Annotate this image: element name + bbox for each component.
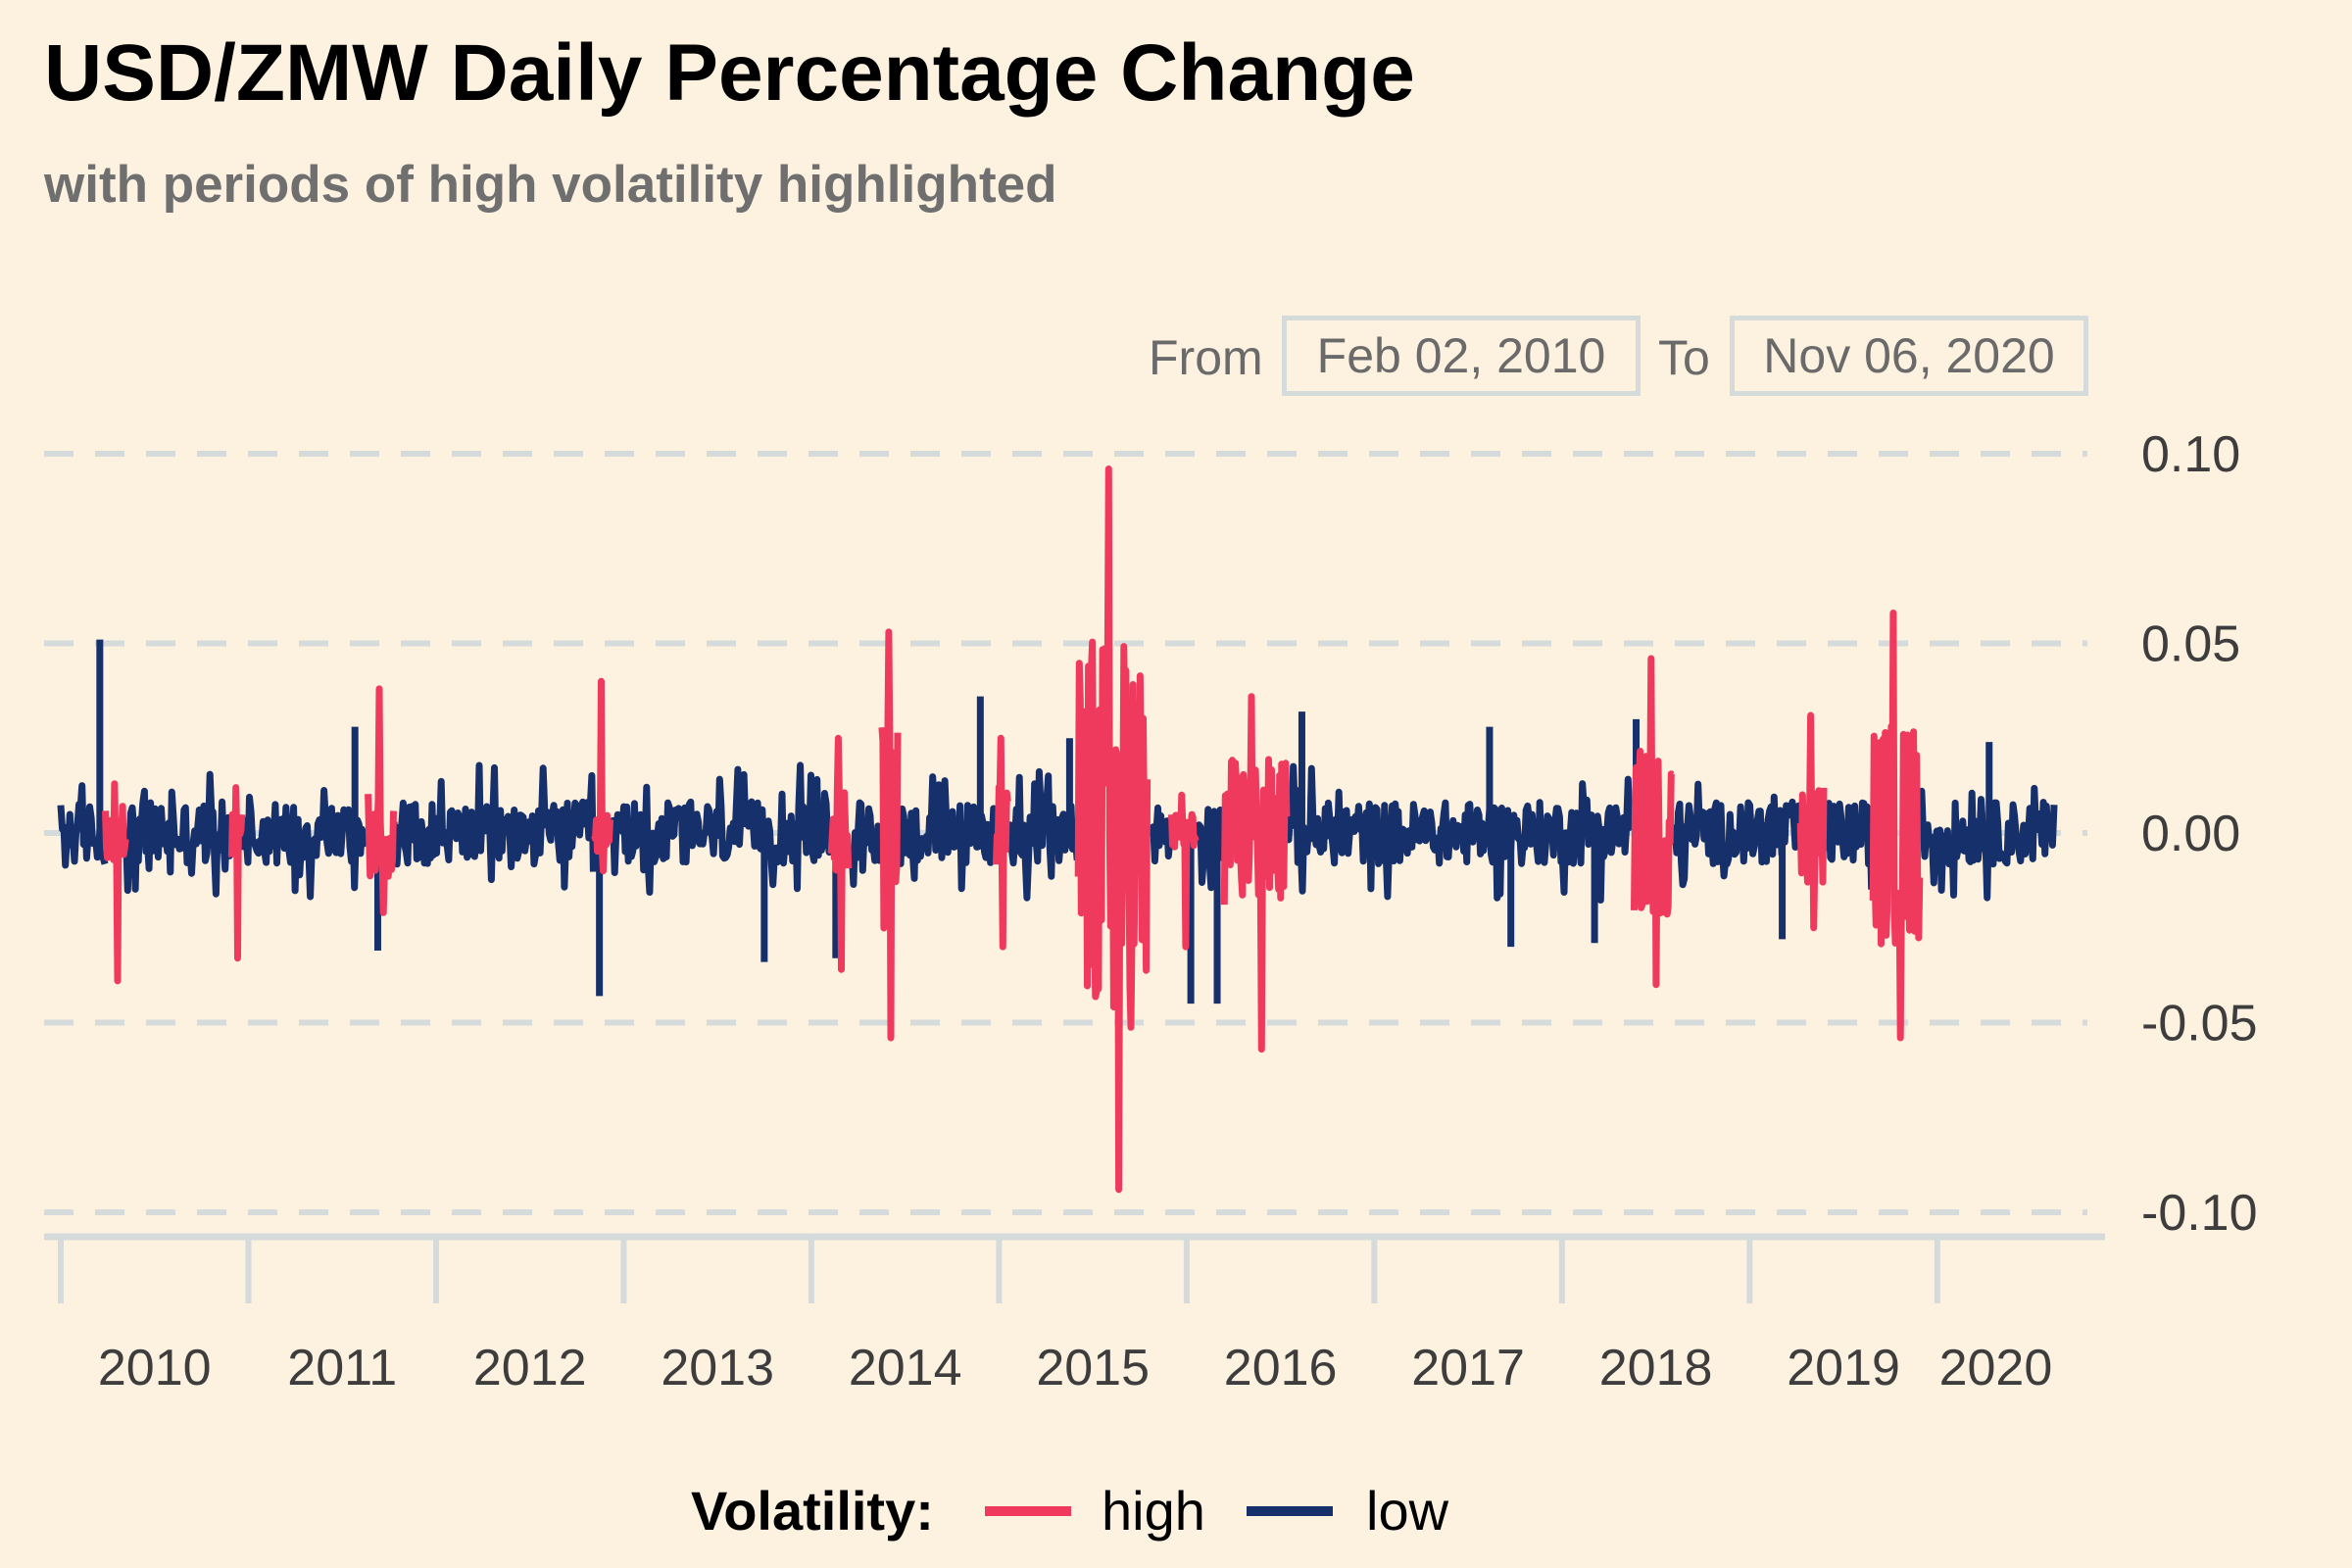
x-tick-label: 2010	[98, 1340, 212, 1396]
series-high-period-4	[827, 734, 853, 973]
x-axis: 2010 2011 2012 2013 2014 2015 2016 2017 2018 2019…	[44, 1233, 2105, 1396]
series-high-period-5	[878, 628, 902, 1042]
series-high-period-7	[1074, 466, 1152, 1194]
x-tick-label: 2020	[1939, 1340, 2053, 1396]
range-from-input[interactable]: Feb 02, 2010	[1282, 316, 1641, 396]
y-tick-label: 0.10	[2141, 426, 2240, 483]
legend: Volatility: high low	[0, 1475, 2352, 1544]
legend-label-low[interactable]: low	[1366, 1480, 1449, 1542]
series-high-period-3	[591, 677, 613, 875]
range-to-input[interactable]: Nov 06, 2020	[1730, 316, 2088, 396]
series-low-path	[57, 761, 2058, 904]
legend-label-high[interactable]: high	[1102, 1480, 1205, 1542]
x-tick-label: 2015	[1036, 1340, 1150, 1396]
range-to-label: To	[1658, 330, 1710, 385]
series-high-period-11	[1796, 711, 1828, 932]
series-high-period-1	[227, 784, 246, 962]
legend-title: Volatility:	[691, 1480, 934, 1542]
x-tick-label: 2012	[473, 1340, 587, 1396]
x-tick-label: 2018	[1599, 1340, 1713, 1396]
x-tick-label: 2011	[287, 1340, 397, 1396]
legend-swatch-high	[985, 1506, 1071, 1516]
series-high-period-0	[102, 780, 129, 985]
x-tick-label: 2014	[849, 1340, 962, 1396]
plot-area: 0.100.050.00-0.05-0.10 2010 2011 2012 2013 2…	[44, 426, 2258, 1396]
x-tick-label: 2019	[1787, 1340, 1900, 1396]
y-tick-label: -0.05	[2141, 996, 2258, 1053]
chart-subtitle: with periods of high volatility highligh…	[44, 156, 1057, 214]
y-tick-label: 0.00	[2141, 806, 2240, 862]
series-high-period-12	[1869, 610, 1924, 1042]
y-tick-label: 0.05	[2141, 616, 2240, 673]
series-high-line	[102, 466, 1924, 1194]
x-tick-label: 2017	[1411, 1340, 1525, 1396]
series-low-line	[57, 639, 2058, 1004]
series-high-period-9	[1220, 693, 1291, 1054]
series-high-period-6	[992, 734, 1011, 951]
series-high-period-8	[1168, 791, 1200, 951]
y-axis: 0.10 0.05 0.00 -0.05 -0.10	[2141, 426, 2258, 1242]
range-from-label: From	[1149, 330, 1263, 385]
series-high-period-2	[365, 685, 397, 916]
legend-swatch-low	[1247, 1506, 1333, 1516]
chart-title: USD/ZMW Daily Percentage Change	[44, 28, 1415, 118]
x-tick-label: 2013	[661, 1340, 774, 1396]
y-tick-label: -0.10	[2141, 1185, 2258, 1242]
series-high-period-10	[1631, 655, 1675, 989]
x-tick-label: 2016	[1224, 1340, 1338, 1396]
